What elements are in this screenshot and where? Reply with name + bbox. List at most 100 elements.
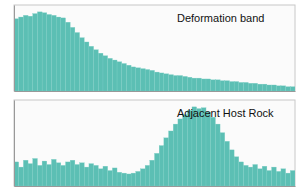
bar	[56, 163, 61, 186]
axis-line	[15, 91, 296, 92]
bar	[103, 166, 108, 186]
bar	[150, 160, 155, 186]
bar	[89, 164, 94, 186]
bar	[108, 171, 113, 186]
bar	[84, 167, 89, 186]
bar	[140, 69, 145, 91]
bar	[197, 109, 202, 186]
plot-frame	[14, 5, 295, 91]
y-axis	[14, 101, 15, 187]
bar	[215, 124, 220, 186]
bar	[150, 70, 155, 91]
bar	[173, 76, 178, 91]
bar	[281, 169, 286, 186]
bar	[234, 82, 239, 91]
chart-title: Deformation band	[177, 12, 264, 24]
bar	[117, 62, 122, 91]
bar	[281, 86, 286, 91]
bar	[220, 133, 225, 186]
bar	[267, 171, 272, 186]
bar	[122, 63, 127, 91]
bar	[140, 169, 145, 186]
bar	[211, 80, 216, 91]
bar	[183, 115, 188, 186]
bar	[155, 153, 160, 186]
bar	[159, 73, 164, 91]
bar	[187, 77, 192, 91]
bar	[234, 157, 239, 186]
bar	[276, 171, 281, 186]
chart-root: Deformation band Adjacent Host Rock	[0, 0, 300, 193]
bar	[94, 50, 99, 91]
bar	[66, 22, 71, 91]
bar	[145, 165, 150, 186]
bar	[201, 108, 206, 186]
bar	[225, 81, 230, 91]
bar	[28, 16, 33, 91]
bar	[108, 58, 113, 91]
bar	[169, 131, 174, 186]
bar	[248, 167, 253, 186]
bar	[201, 79, 206, 91]
bar	[258, 84, 263, 91]
bar	[173, 124, 178, 186]
bar	[126, 65, 131, 91]
bar	[178, 119, 183, 186]
bar	[28, 164, 33, 186]
bar	[37, 12, 42, 91]
bar	[187, 110, 192, 186]
bar	[136, 171, 141, 186]
bar	[229, 150, 234, 186]
bar	[276, 86, 281, 91]
bar	[211, 117, 216, 186]
bar	[33, 14, 38, 91]
bar	[42, 13, 47, 91]
bar	[117, 172, 122, 186]
bar	[51, 159, 56, 186]
bar	[42, 161, 47, 186]
bar	[131, 173, 136, 186]
bar	[206, 79, 211, 91]
bar	[112, 168, 117, 186]
bar	[225, 141, 230, 186]
bar	[258, 169, 263, 186]
bar	[243, 82, 248, 91]
bar	[19, 17, 24, 91]
bar	[51, 15, 56, 91]
bar	[178, 76, 183, 91]
bar	[131, 67, 136, 91]
bar	[103, 56, 108, 91]
axis-line	[14, 101, 15, 187]
chart-title: Adjacent Host Rock	[177, 107, 274, 119]
bar	[89, 46, 94, 91]
bar	[239, 82, 244, 91]
bar	[243, 165, 248, 186]
bar	[272, 85, 277, 91]
bar	[220, 81, 225, 91]
bar	[248, 83, 253, 91]
bar	[262, 166, 267, 186]
axis-line	[14, 6, 15, 92]
bar	[169, 75, 174, 91]
bar	[229, 82, 234, 91]
bar	[253, 83, 258, 91]
bar	[253, 165, 258, 187]
panel	[14, 5, 296, 92]
bar	[126, 174, 131, 186]
bar	[197, 78, 202, 91]
bar	[145, 70, 150, 92]
bar	[80, 38, 85, 91]
plot-frame	[14, 100, 295, 186]
bar	[215, 80, 220, 91]
bar	[98, 53, 103, 91]
bar	[286, 173, 291, 186]
bars	[14, 107, 295, 186]
bar	[23, 15, 28, 91]
bar	[56, 17, 61, 91]
bar	[239, 162, 244, 186]
bar	[155, 72, 160, 91]
bar	[19, 167, 24, 186]
bar	[37, 165, 42, 186]
bar	[84, 42, 89, 91]
bar	[47, 165, 52, 187]
